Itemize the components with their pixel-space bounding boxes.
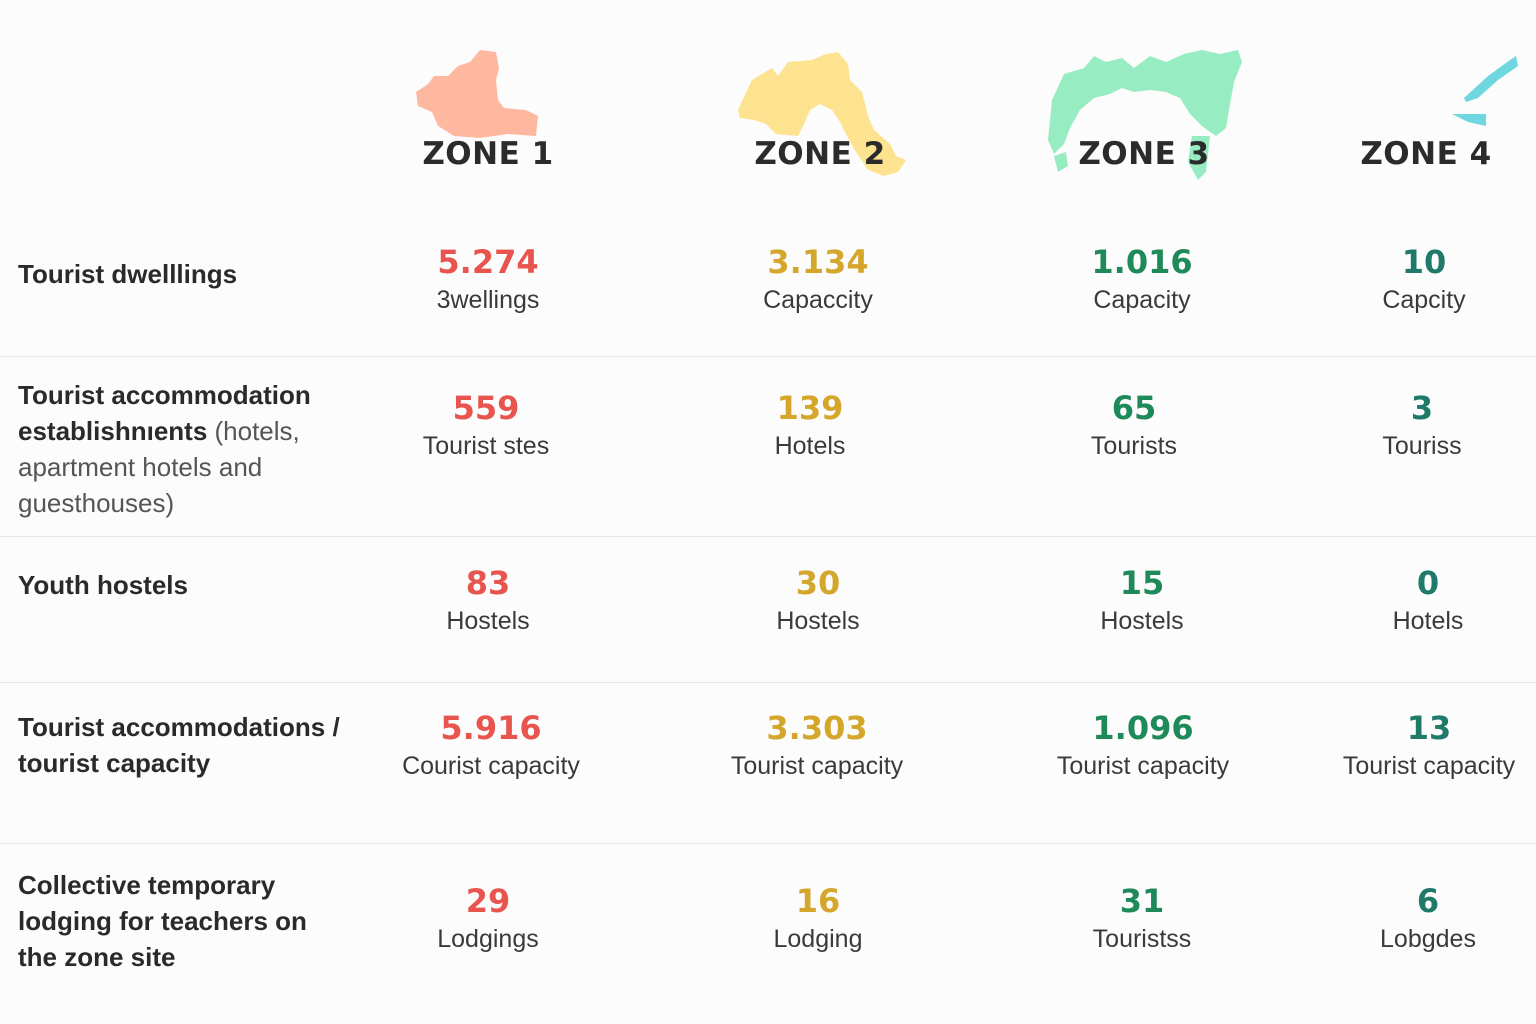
cell-value: 30 bbox=[795, 564, 841, 602]
row-label-text: Tourist accommodation establishnıents bbox=[18, 380, 311, 446]
cell-unit: Tourist capacity bbox=[1342, 752, 1516, 780]
cell-zone2-dwellings: 3.134 Capaccity bbox=[688, 242, 948, 318]
cell-value: 139 bbox=[776, 389, 844, 427]
row-label-text: Collective temporary lodging for teacher… bbox=[18, 870, 307, 972]
cell-value: 10 bbox=[1401, 243, 1447, 281]
cell-unit: Tourist capacity bbox=[730, 752, 904, 780]
cell-zone4-dwellings: 10 Capcity bbox=[1294, 242, 1536, 318]
cell-unit: Capacity bbox=[1093, 286, 1191, 314]
row-label-temporary-lodging: Collective temporary lodging for teacher… bbox=[18, 867, 318, 975]
cell-unit: Tourists bbox=[1090, 432, 1178, 460]
cell-value: 83 bbox=[465, 564, 511, 602]
cell-unit: Touristss bbox=[1092, 925, 1192, 953]
zone-3-header: ZONE 3 bbox=[1024, 40, 1264, 190]
cell-value: 0 bbox=[1416, 564, 1440, 602]
row-label-text: Youth hostels bbox=[18, 570, 188, 600]
zone-1-header: ZONE 1 bbox=[368, 40, 608, 190]
cell-zone1-establishments: 559 Tourist stes bbox=[356, 388, 616, 464]
cell-unit: Touriss bbox=[1382, 432, 1462, 460]
cell-zone3-establishments: 65 Tourists bbox=[1004, 388, 1264, 464]
cell-value: 559 bbox=[452, 389, 520, 427]
zone-4-header: ZONE 4 bbox=[1306, 40, 1536, 190]
row-divider bbox=[0, 682, 1536, 683]
cell-unit: Hostels bbox=[1100, 607, 1184, 635]
cell-unit: Hotels bbox=[774, 432, 846, 460]
cell-zone1-dwellings: 5.274 3wellings bbox=[358, 242, 618, 318]
cell-zone1-capacity: 5.916 Courist capacity bbox=[358, 708, 624, 784]
zone-3-islet-2 bbox=[1054, 152, 1068, 172]
cell-zone4-lodging: 6 Lobgdes bbox=[1298, 881, 1536, 957]
cell-value: 15 bbox=[1119, 564, 1165, 602]
cell-unit: Courist capacity bbox=[402, 752, 580, 780]
row-divider bbox=[0, 536, 1536, 537]
row-label-text: Tourist accommodations / tourist capacit… bbox=[18, 712, 340, 778]
cell-unit: Lobgdes bbox=[1380, 925, 1476, 953]
zone-2-map-icon bbox=[738, 52, 906, 176]
cell-zone2-lodging: 16 Lodging bbox=[688, 881, 948, 957]
row-label-tourist-capacity: Tourist accommodations / tourist capacit… bbox=[18, 709, 368, 781]
cell-unit: Hotels bbox=[1392, 607, 1464, 635]
zone-4-shape-2 bbox=[1452, 114, 1486, 126]
cell-zone4-establishments: 3 Touriss bbox=[1292, 388, 1536, 464]
cell-unit: Lodging bbox=[773, 925, 863, 953]
row-label-text: Tourist dwelllings bbox=[18, 259, 238, 289]
cell-zone1-hostels: 83 Hostels bbox=[358, 563, 618, 639]
zone-2-title: ZONE 2 bbox=[754, 136, 886, 172]
cell-zone3-capacity: 1.096 Tourist capacity bbox=[1010, 708, 1276, 784]
row-divider bbox=[0, 356, 1536, 357]
cell-value: 3.303 bbox=[766, 709, 868, 747]
cell-zone3-dwellings: 1.016 Capacity bbox=[1012, 242, 1272, 318]
cell-zone2-hostels: 30 Hostels bbox=[688, 563, 948, 639]
zone-4-shape bbox=[1464, 56, 1518, 102]
row-label-accommodation-establishments: Tourist accommodation establishnıents (h… bbox=[18, 377, 368, 521]
row-label-youth-hostels: Youth hostels bbox=[18, 567, 368, 603]
cell-value: 1.016 bbox=[1091, 243, 1193, 281]
zone-4-title: ZONE 4 bbox=[1360, 136, 1492, 172]
cell-value: 3 bbox=[1410, 389, 1434, 427]
cell-unit: Capaccity bbox=[763, 286, 873, 314]
cell-unit: Capcity bbox=[1382, 286, 1466, 314]
row-divider bbox=[0, 843, 1536, 844]
cell-value: 5.274 bbox=[437, 243, 539, 281]
cell-zone4-hostels: 0 Hotels bbox=[1298, 563, 1536, 639]
cell-value: 5.916 bbox=[440, 709, 542, 747]
zone-3-map-icon bbox=[1048, 50, 1242, 180]
zone-3-islet bbox=[1188, 136, 1210, 180]
cell-value: 6 bbox=[1416, 882, 1440, 920]
cell-value: 13 bbox=[1406, 709, 1452, 747]
row-label-note: (hotels, apartment hotels and guesthouse… bbox=[18, 416, 300, 518]
cell-unit: Tourist stes bbox=[422, 432, 550, 460]
cell-value: 31 bbox=[1119, 882, 1165, 920]
cell-zone2-establishments: 139 Hotels bbox=[680, 388, 940, 464]
zone-4-map-icon bbox=[1452, 56, 1518, 126]
zone-3-title: ZONE 3 bbox=[1078, 136, 1210, 172]
zone-2-header: ZONE 2 bbox=[700, 40, 940, 190]
zone-1-title: ZONE 1 bbox=[422, 136, 554, 172]
cell-zone3-lodging: 31 Touristss bbox=[1012, 881, 1272, 957]
cell-zone1-lodging: 29 Lodgings bbox=[358, 881, 618, 957]
zone-1-shape bbox=[416, 50, 538, 138]
zone-3-shape bbox=[1048, 50, 1242, 154]
cell-value: 16 bbox=[795, 882, 841, 920]
zone-1-map-icon bbox=[416, 50, 538, 138]
cell-zone3-hostels: 15 Hostels bbox=[1012, 563, 1272, 639]
cell-unit: 3wellings bbox=[436, 286, 540, 314]
cell-value: 29 bbox=[465, 882, 511, 920]
cell-value: 1.096 bbox=[1092, 709, 1194, 747]
zone-2-shape bbox=[738, 52, 906, 176]
cell-zone2-capacity: 3.303 Tourist capacity bbox=[684, 708, 950, 784]
cell-unit: Hostels bbox=[446, 607, 530, 635]
cell-unit: Tourist capacity bbox=[1056, 752, 1230, 780]
cell-value: 65 bbox=[1111, 389, 1157, 427]
cell-zone4-capacity: 13 Tourist capacity bbox=[1326, 708, 1532, 784]
cell-unit: Lodgings bbox=[437, 925, 539, 953]
row-label-tourist-dwellings: Tourist dwelllings bbox=[18, 256, 368, 292]
cell-value: 3.134 bbox=[767, 243, 869, 281]
cell-unit: Hostels bbox=[776, 607, 860, 635]
